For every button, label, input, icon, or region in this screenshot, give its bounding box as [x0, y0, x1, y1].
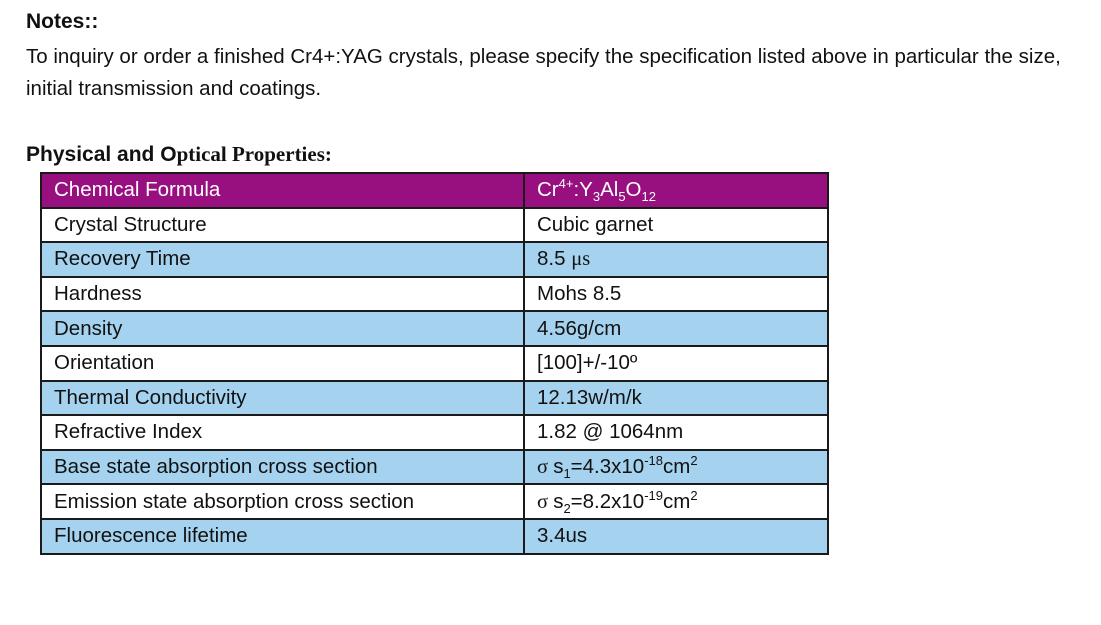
property-value: 1.82 @ 1064nm [523, 414, 829, 451]
property-name: Fluorescence lifetime [40, 517, 525, 555]
table-row: Hardness Mohs 8.5 [40, 275, 829, 313]
property-name: Refractive Index [40, 414, 525, 451]
section-title: Physical and Optical Properties: [26, 141, 332, 168]
table-row: Thermal Conductivity 12.13w/m/k [40, 379, 829, 417]
property-name: Orientation [40, 344, 525, 382]
table-row: Density 4.56g/cm [40, 310, 829, 347]
table-row: Orientation [100]+/-10º [40, 344, 829, 382]
properties-table: Chemical Formula Cr4+:Y3Al5O12 Crystal S… [40, 172, 829, 555]
property-name: Chemical Formula [40, 172, 525, 209]
property-name: Emission state absorption cross section [40, 483, 525, 520]
property-name: Density [40, 310, 525, 347]
section-title-part1: Physical and O [26, 143, 177, 166]
table-row: Refractive Index 1.82 @ 1064nm [40, 414, 829, 451]
property-value: Cubic garnet [523, 206, 829, 244]
table-row: Emission state absorption cross section … [40, 483, 829, 520]
notes-title: Notes:: [26, 10, 99, 33]
notes-body: To inquiry or order a finished Cr4+:YAG … [26, 45, 1061, 100]
table-row: Base state absorption cross section σ s1… [40, 448, 829, 486]
table-row: Crystal Structure Cubic garnet [40, 206, 829, 244]
property-value: Mohs 8.5 [523, 275, 829, 313]
property-value: [100]+/-10º [523, 344, 829, 382]
table-row: Recovery Time 8.5 μs [40, 241, 829, 278]
property-value: 4.56g/cm [523, 310, 829, 347]
property-name: Thermal Conductivity [40, 379, 525, 417]
property-value: σ s1=4.3x10-18cm2 [523, 448, 829, 486]
property-name: Recovery Time [40, 241, 525, 278]
table-row: Fluorescence lifetime 3.4us [40, 517, 829, 555]
property-value: 3.4us [523, 517, 829, 555]
property-name: Hardness [40, 275, 525, 313]
property-value: Cr4+:Y3Al5O12 [523, 172, 829, 209]
property-name: Base state absorption cross section [40, 448, 525, 486]
property-name: Crystal Structure [40, 206, 525, 244]
property-value: 8.5 μs [523, 241, 829, 278]
property-value: 12.13w/m/k [523, 379, 829, 417]
table-row: Chemical Formula Cr4+:Y3Al5O12 [40, 172, 829, 209]
property-value: σ s2=8.2x10-19cm2 [523, 483, 829, 520]
section-title-part2: ptical Properties: [176, 142, 332, 166]
